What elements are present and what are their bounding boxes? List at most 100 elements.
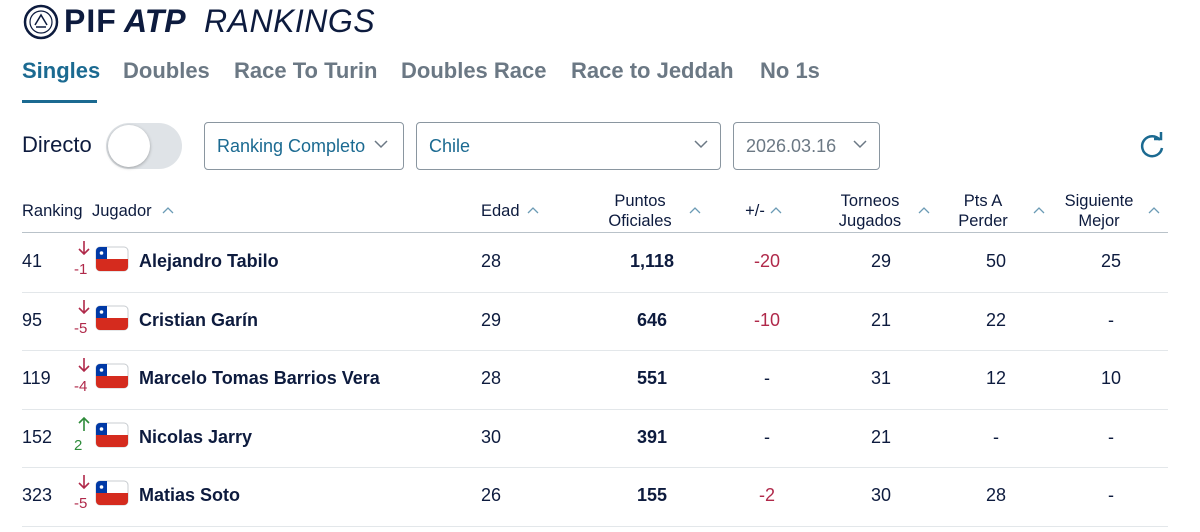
move-arrow xyxy=(77,474,91,490)
tab[interactable]: Doubles Race xyxy=(401,58,547,83)
cell-next: 25 xyxy=(1100,251,1122,272)
cell-next: - xyxy=(1108,426,1114,447)
date-select-value: 2026.03.16 xyxy=(746,136,837,156)
cell-change: - xyxy=(764,426,770,447)
cell-name: Alejandro Tabilo xyxy=(139,251,279,272)
column-header[interactable]: Ranking xyxy=(22,202,83,220)
cell-played: 31 xyxy=(870,368,892,389)
cell-name: Matias Soto xyxy=(139,485,241,506)
column-header[interactable]: +/- xyxy=(745,202,765,220)
cell-age: 28 xyxy=(481,251,502,272)
flag-chile xyxy=(95,480,129,506)
cell-played: 29 xyxy=(870,251,892,272)
flag-chile xyxy=(95,422,129,448)
cell-played: 30 xyxy=(870,485,892,506)
tab[interactable]: No 1s xyxy=(760,58,820,83)
sort-icon xyxy=(918,206,930,215)
tab[interactable]: Doubles xyxy=(123,58,210,83)
cell-rank: 119 xyxy=(22,368,51,389)
row-rule xyxy=(22,467,1168,468)
chevron xyxy=(374,140,388,149)
move-value: -1 xyxy=(74,261,88,278)
cell-rank: 41 xyxy=(22,251,43,272)
cell-drop: 28 xyxy=(985,485,1007,506)
cell-change: - xyxy=(764,368,770,389)
chevron xyxy=(694,140,708,149)
move-arrow xyxy=(77,240,91,256)
ranking-select-value: Ranking Completo xyxy=(217,136,366,156)
cell-rank: 323 xyxy=(22,485,53,506)
cell-age: 30 xyxy=(481,426,502,447)
row-rule xyxy=(22,350,1168,351)
column-header[interactable]: Pts A Perder xyxy=(958,192,1008,230)
cell-drop: - xyxy=(993,426,999,447)
country-select[interactable]: Chile xyxy=(416,122,721,170)
chevron xyxy=(853,140,867,149)
cell-next: - xyxy=(1108,485,1114,506)
refresh-button[interactable] xyxy=(1138,132,1166,160)
row-rule xyxy=(22,408,1168,410)
cell-drop: 12 xyxy=(985,368,1007,389)
header-rule xyxy=(22,232,1168,233)
move-value: 2 xyxy=(74,436,83,454)
cell-rank: 152 xyxy=(22,426,53,447)
tab[interactable]: Singles xyxy=(22,58,101,83)
cell-rank: 95 xyxy=(22,309,43,330)
sort-icon xyxy=(527,206,539,215)
ranking-select[interactable]: Ranking Completo xyxy=(204,122,404,170)
sort-icon xyxy=(770,206,782,215)
sort-icon xyxy=(1033,206,1045,215)
move-value: -5 xyxy=(74,495,88,512)
date-select[interactable]: 2026.03.16 xyxy=(733,122,880,170)
cell-name: Nicolas Jarry xyxy=(139,426,253,447)
cell-played: 21 xyxy=(870,426,892,447)
flag-chile xyxy=(95,305,129,331)
move-value: -4 xyxy=(74,378,88,395)
move-arrow xyxy=(77,357,91,373)
tab[interactable]: Race to Jeddah xyxy=(571,58,734,83)
cell-drop: 22 xyxy=(985,309,1007,330)
column-header[interactable]: Edad xyxy=(481,202,520,220)
country-select-value: Chile xyxy=(429,136,471,156)
column-header[interactable]: Siguiente Mejor xyxy=(1064,192,1134,230)
cell-change: -20 xyxy=(753,251,780,272)
logo-pif: PIF xyxy=(64,3,117,39)
flag-chile xyxy=(95,246,129,272)
logo-rankings: RANKINGS xyxy=(204,3,376,39)
cell-age: 28 xyxy=(481,368,502,389)
cell-drop: 50 xyxy=(985,251,1007,272)
cell-name: Marcelo Tomas Barrios Vera xyxy=(139,368,380,389)
column-header[interactable]: Torneos Jugados xyxy=(838,192,902,230)
cell-next: 10 xyxy=(1100,368,1122,389)
live-label: Directo xyxy=(22,132,92,157)
cell-change: -10 xyxy=(753,309,780,330)
cell-next: - xyxy=(1108,309,1114,330)
move-value: -5 xyxy=(74,319,88,337)
flag-chile xyxy=(95,363,129,389)
logo-atp: ATP xyxy=(124,3,186,39)
cell-played: 21 xyxy=(870,309,892,330)
cell-points: 551 xyxy=(636,368,668,389)
move-arrow xyxy=(77,416,91,432)
column-header[interactable]: Puntos Oficiales xyxy=(608,192,672,230)
column-header[interactable]: Jugador xyxy=(92,202,152,220)
cell-points: 646 xyxy=(636,309,668,330)
cell-name: Cristian Garín xyxy=(139,309,259,330)
sort-icon xyxy=(689,206,701,215)
sort-icon xyxy=(1148,206,1160,215)
sort-icon xyxy=(162,206,174,215)
row-rule xyxy=(22,525,1168,527)
cell-points: 391 xyxy=(636,426,668,447)
cell-age: 26 xyxy=(481,485,502,506)
tab[interactable]: Race To Turin xyxy=(234,58,378,83)
cell-change: -2 xyxy=(758,485,775,506)
cell-points: 1,118 xyxy=(629,251,675,272)
cell-age: 29 xyxy=(481,309,502,330)
logo-emblem xyxy=(23,4,59,40)
cell-points: 155 xyxy=(636,485,668,506)
move-arrow xyxy=(77,299,91,315)
tab-underline xyxy=(22,100,97,103)
live-toggle[interactable] xyxy=(106,123,182,169)
row-rule xyxy=(22,291,1168,293)
